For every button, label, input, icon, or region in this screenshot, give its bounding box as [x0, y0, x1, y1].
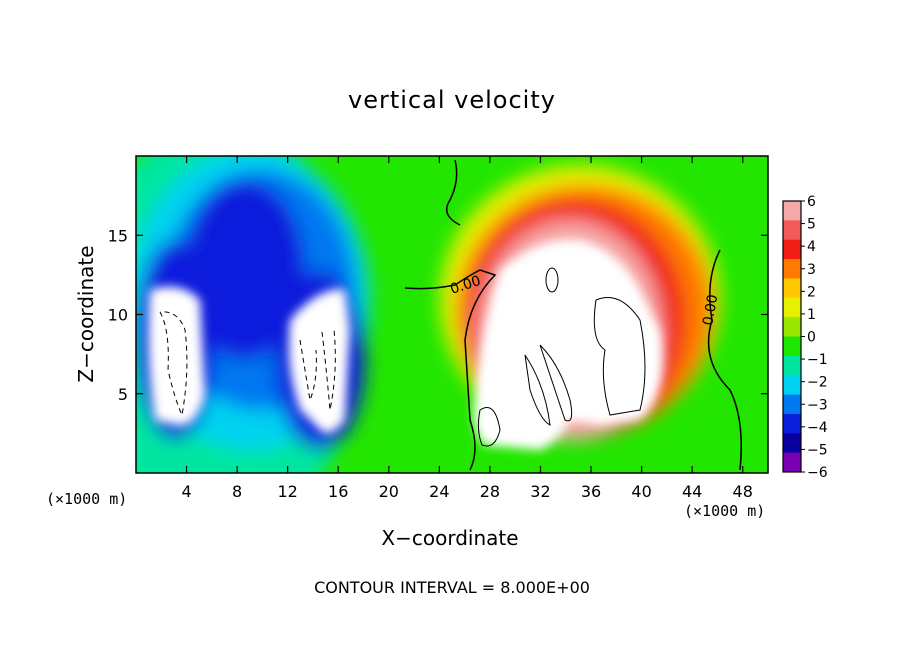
colorbar: 6 5 4 3 2 1 0 −1 −2 −3 −4 −5 −6: [782, 194, 828, 481]
contour-positive-line: [524, 344, 573, 426]
x-tick-label: 12: [278, 482, 298, 501]
colorbar-swatch: [783, 433, 801, 454]
colorbar-label: −3: [807, 397, 828, 413]
x-tick-label: 36: [581, 482, 601, 501]
x-tick-label: 28: [480, 482, 500, 501]
colorbar-label: 1: [807, 307, 816, 323]
colorbar-swatch: [783, 394, 801, 415]
colorbar-swatch: [783, 375, 801, 396]
colorbar-label: −6: [807, 465, 828, 481]
x-tick-label: 48: [733, 482, 753, 501]
y-axis-ticks: 5 10 15: [108, 226, 768, 404]
colorbar-swatch: [783, 336, 801, 357]
colorbar-swatch: [783, 452, 801, 473]
x-axis-label: X−coordinate: [381, 526, 519, 550]
x-axis-unit-right: (×1000 m): [684, 502, 766, 520]
x-tick-label: 24: [429, 482, 449, 501]
colorbar-label: −4: [807, 420, 828, 436]
contour-positive-line: [593, 297, 646, 416]
colorbar-swatch: [783, 317, 801, 337]
contour-positive-line: [477, 407, 501, 447]
colorbar-label: 5: [807, 217, 816, 233]
x-tick-label: 8: [232, 482, 242, 501]
x-tick-label: 4: [181, 482, 191, 501]
x-tick-label: 32: [530, 482, 550, 501]
colorbar-label: 2: [807, 284, 816, 300]
y-tick-label: 5: [118, 385, 128, 404]
colorbar-swatch: [783, 413, 801, 434]
chart-title: vertical velocity: [348, 86, 556, 114]
colorbar-label: −5: [807, 442, 828, 458]
y-axis-label: Z−coordinate: [74, 245, 98, 383]
colorbar-swatch: [783, 259, 801, 279]
colorbar-swatch: [783, 220, 801, 241]
x-axis-unit-left: (×1000 m): [46, 490, 128, 508]
contour-zero-line: [404, 269, 497, 471]
colorbar-swatch: [783, 201, 801, 221]
x-tick-label: 20: [379, 482, 399, 501]
colorbar-label: 3: [807, 262, 816, 278]
contour-negative-line: [159, 311, 188, 417]
colorbar-label: −2: [807, 375, 828, 391]
x-axis-ticks: 4 8 12 16 20 24 28 32 36 40 44 48: [181, 156, 753, 501]
colorbar-label: 0: [807, 330, 816, 346]
colorbar-swatch: [783, 278, 801, 299]
colorbar-swatch: [783, 355, 801, 376]
contour-zero-line: [707, 249, 742, 471]
contour-label-2: 0.00: [700, 293, 721, 326]
contour-negative-line: [299, 329, 336, 411]
colorbar-label: 4: [807, 239, 816, 255]
colorbar-swatch: [783, 297, 801, 318]
x-tick-label: 40: [631, 482, 651, 501]
y-tick-label: 10: [108, 306, 128, 325]
x-tick-label: 16: [328, 482, 348, 501]
y-tick-label: 15: [108, 226, 128, 245]
colorbar-label: 6: [807, 194, 816, 210]
heatmap-field: 0.00 0.00: [136, 156, 768, 473]
x-tick-label: 44: [682, 482, 702, 501]
colorbar-swatch: [783, 239, 801, 260]
contour-interval-note: CONTOUR INTERVAL = 8.000E+00: [314, 578, 590, 597]
contour-zero-line: [445, 159, 461, 226]
colorbar-label: −1: [807, 352, 828, 368]
